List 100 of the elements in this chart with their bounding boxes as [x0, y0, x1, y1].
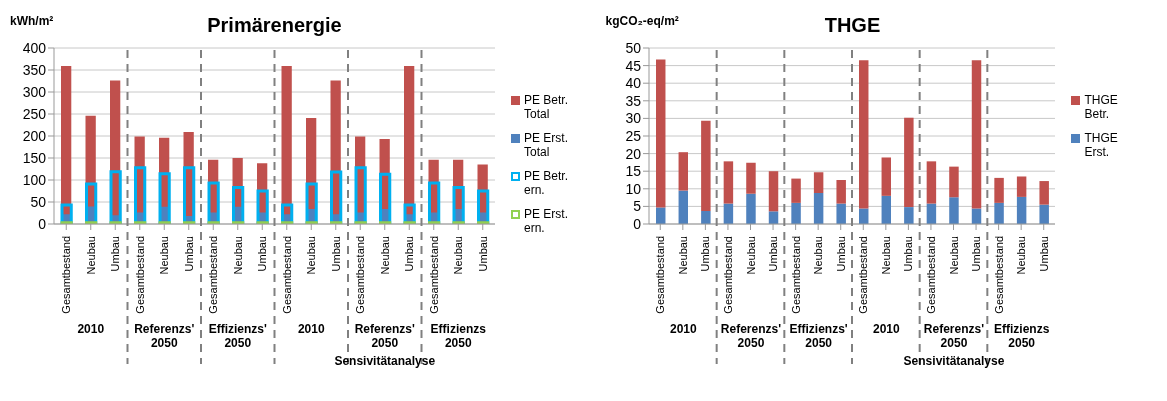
bar: [679, 190, 689, 224]
legend-label: THGE Betr.: [1084, 93, 1119, 121]
bar: [814, 193, 824, 224]
y-tick-label: 30: [625, 110, 642, 127]
bar: [701, 120, 712, 211]
bar: [746, 193, 757, 224]
bar: [791, 202, 802, 224]
x-tick-label: Neubau: [947, 236, 960, 275]
y-tick-label: 100: [22, 171, 47, 188]
bar: [452, 221, 465, 224]
y-tick-label: 20: [625, 145, 642, 162]
x-tick-label: Neubau: [812, 236, 825, 275]
bar: [882, 157, 892, 196]
bar: [836, 203, 847, 224]
bar: [972, 60, 982, 209]
bar: [1039, 204, 1050, 224]
x-tick-label: Umbau: [699, 236, 712, 272]
bar: [904, 117, 915, 208]
bar: [60, 221, 73, 224]
bar: [656, 207, 666, 224]
bar: [232, 221, 245, 224]
x-tick-label: Gesamtbestand: [993, 236, 1006, 314]
bar: [1017, 196, 1027, 224]
bar: [379, 221, 392, 224]
x-tick-label: Umbau: [476, 236, 489, 272]
legend-label: PE Erst. Total: [524, 131, 569, 159]
bar: [679, 152, 689, 191]
legend-label: PE Erst. ern.: [524, 207, 569, 235]
bar: [477, 189, 490, 224]
bar: [134, 221, 147, 224]
x-tick-label: Gesamtbestand: [427, 236, 440, 314]
x-tick-label: Neubau: [84, 236, 97, 275]
x-tick-label: Umbau: [329, 236, 342, 272]
bar: [791, 178, 802, 203]
bar: [85, 182, 98, 224]
bar: [452, 185, 465, 224]
bar: [256, 189, 269, 224]
bar: [904, 207, 915, 224]
x-tick-label: Umbau: [256, 236, 269, 272]
bar: [134, 166, 147, 224]
bar: [305, 221, 318, 224]
bar: [836, 180, 847, 204]
y-tick-label: 300: [22, 83, 47, 100]
y-tick-label: 200: [22, 127, 47, 144]
bar: [183, 221, 196, 224]
y-axis-title: kgCO₂-eq/m²: [605, 14, 679, 28]
bar: [305, 182, 318, 224]
x-tick-label: Umbau: [403, 236, 416, 272]
bar: [256, 221, 269, 224]
text: 2010: [76, 322, 106, 336]
bar: [746, 162, 757, 194]
y-tick-label: 10: [625, 180, 642, 197]
x-tick-label: Neubau: [305, 236, 318, 275]
x-tick-label: Neubau: [378, 236, 391, 275]
bar: [428, 221, 441, 224]
x-tick-label: Umbau: [767, 236, 780, 272]
y-tick-label: 250: [22, 105, 47, 122]
bar: [232, 185, 245, 224]
bar: [949, 197, 960, 224]
x-tick-label: Gesamtbestand: [722, 236, 735, 314]
legend-label: THGE Erst.: [1084, 131, 1119, 159]
y-tick-label: 45: [625, 57, 642, 74]
chart-title: THGE: [824, 14, 881, 36]
text: Effizienzs' 2050: [788, 322, 849, 350]
bar: [158, 172, 171, 224]
y-tick-label: 15: [625, 163, 642, 180]
x-tick-label: Gesamtbestand: [60, 236, 73, 314]
bar: [927, 161, 937, 204]
bar: [207, 181, 220, 224]
x-tick-label: Neubau: [231, 236, 244, 275]
bar: [158, 221, 171, 224]
y-axis-title: kWh/m²: [10, 14, 54, 28]
y-tick-label: 350: [22, 61, 47, 78]
text: Sensivitätanalyse: [333, 354, 437, 368]
bar: [994, 202, 1005, 224]
legend-label: PE Betr. Total: [524, 93, 570, 121]
bar: [769, 171, 779, 212]
x-tick-label: Gesamtbestand: [354, 236, 367, 314]
bar: [724, 161, 734, 204]
bar: [769, 211, 779, 224]
y-tick-label: 25: [625, 127, 642, 144]
text: Effizienzs 2050: [992, 322, 1051, 350]
text: Effizienzs' 2050: [207, 322, 268, 350]
bar: [814, 172, 824, 194]
y-tick-label: 40: [625, 75, 642, 92]
x-tick-label: Gesamtbestand: [280, 236, 293, 314]
bar: [1039, 181, 1050, 205]
bar: [207, 221, 220, 224]
y-tick-label: 400: [22, 39, 47, 56]
bar: [281, 221, 294, 224]
y-tick-label: 150: [22, 149, 47, 166]
x-tick-label: Gesamtbestand: [133, 236, 146, 314]
bar: [656, 59, 666, 208]
y-tick-label: 0: [633, 215, 642, 232]
x-tick-label: Gesamtbestand: [207, 236, 220, 314]
bar: [949, 166, 960, 198]
legend-label: PE Betr. ern.: [524, 169, 570, 197]
x-tick-label: Gesamtbestand: [857, 236, 870, 314]
bar: [428, 181, 441, 224]
bar: [354, 221, 367, 224]
